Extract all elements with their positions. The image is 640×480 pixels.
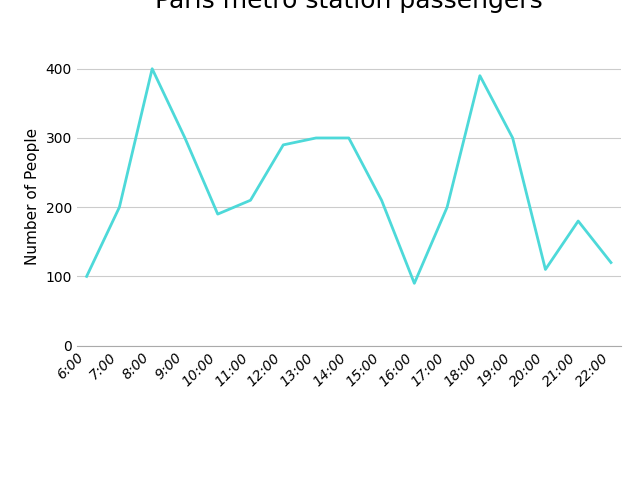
Title: Paris metro station passengers: Paris metro station passengers	[155, 0, 543, 12]
Y-axis label: Number of People: Number of People	[25, 128, 40, 265]
